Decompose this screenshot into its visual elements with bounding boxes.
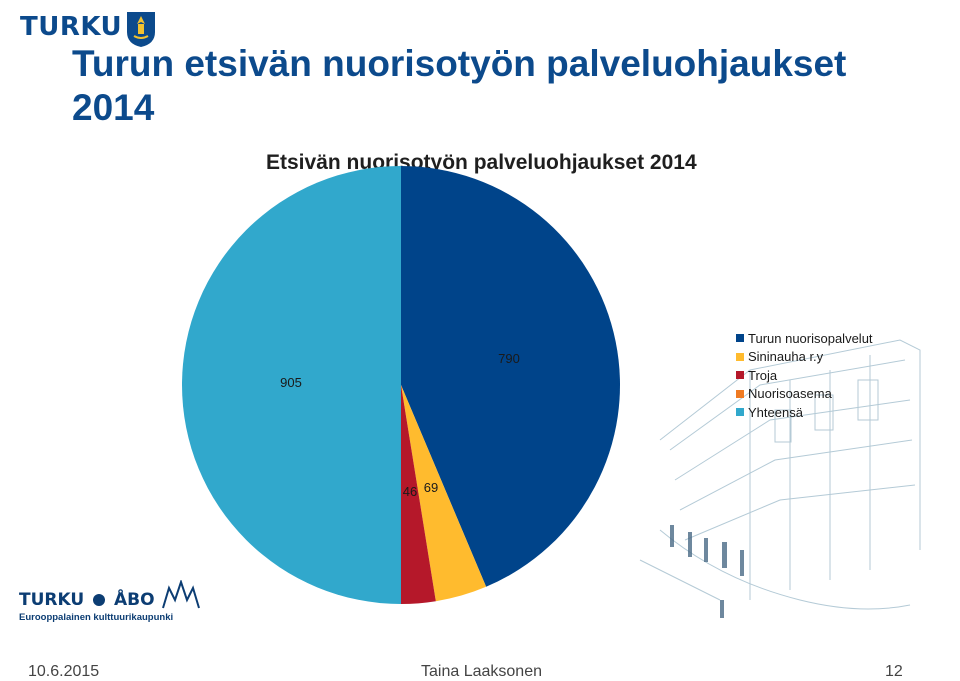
legend-label: Troja	[748, 367, 778, 383]
dot-icon	[93, 594, 106, 606]
building-sketch-illustration	[639, 339, 921, 618]
legend-swatch	[736, 371, 744, 380]
legend-item-nuorisoasema: Nuorisoasema	[736, 385, 873, 404]
footer-author: Taina Laaksonen	[421, 663, 542, 680]
pie-slice-troja	[401, 385, 436, 604]
pie-slice-sininauha-r-y	[401, 385, 487, 602]
legend-label: Sininauha r.y	[748, 349, 824, 365]
slide-title: Turun etsivän nuorisotyön palveluohjauks…	[72, 43, 847, 128]
legend-label: Nuorisoasema	[748, 386, 832, 402]
chart-legend: Turun nuorisopalvelut Sininauha r.y Troja N…	[736, 329, 873, 422]
legend-label: Turun nuorisopalvelut	[748, 330, 873, 346]
footer-date: 10.6.2015	[28, 663, 100, 680]
legend-item-turun-nuorisopalvelut: Turun nuorisopalvelut	[736, 329, 873, 348]
footer-logo-text-left: TURKU	[19, 590, 85, 610]
page-number: 12	[885, 663, 903, 680]
turku-crest-icon	[127, 12, 155, 47]
footer-logo-subtitle: Eurooppalainen kulttuurikaupunki	[19, 612, 174, 623]
turku-abo-logo: TURKU ÅBO Eurooppalainen kulttuurikaupun…	[19, 578, 201, 623]
legend-swatch	[736, 389, 744, 398]
legend-label: Yhteensä	[748, 404, 803, 420]
data-label-sininauha-r-y: 69	[424, 480, 438, 495]
crown-icon	[161, 578, 200, 609]
pie-slice-yhteensä	[182, 166, 401, 604]
legend-swatch	[736, 408, 744, 417]
legend-swatch	[736, 334, 744, 343]
legend-item-troja: Troja	[736, 366, 873, 385]
legend-item-sininauha-r-y: Sininauha r.y	[736, 348, 873, 367]
legend-swatch	[736, 352, 744, 361]
pie-slice-turun-nuorisopalvelut	[401, 166, 620, 587]
legend-item-yhteensä: Yhteensä	[736, 403, 873, 422]
data-label-troja: 46	[403, 484, 417, 499]
brand-text: TURKU	[20, 12, 123, 42]
footer-logo-text-right: ÅBO	[114, 590, 155, 610]
data-label-turun-nuorisopalvelut: 790	[498, 351, 520, 366]
data-label-yhteensä: 905	[280, 375, 302, 390]
